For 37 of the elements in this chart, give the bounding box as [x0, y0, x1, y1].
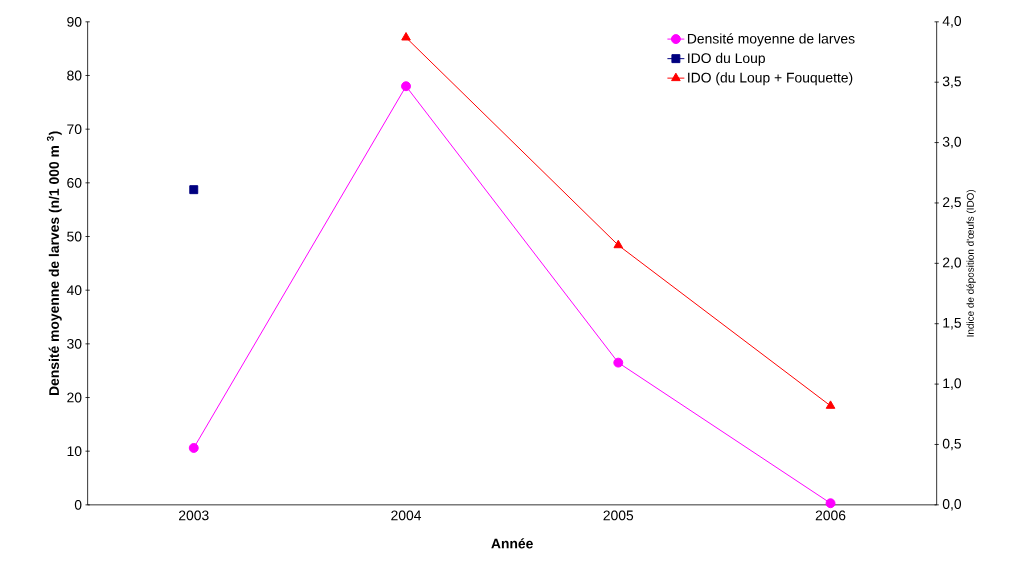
y-tick-label: 10 [67, 446, 82, 456]
point [401, 31, 411, 41]
y-tick-label: 50 [67, 231, 82, 242]
y-tick-label: 40 [66, 285, 82, 295]
y-tick-label: 60 [67, 177, 82, 188]
x-tick-label: 2005 [603, 510, 634, 521]
legend-label: Densité moyenne de larves [687, 33, 855, 47]
point [613, 239, 624, 249]
point [613, 357, 624, 368]
y2-tick-label: 2,0 [942, 257, 962, 269]
x-tick-label: 2004 [391, 510, 422, 521]
x-axis-title: Année [491, 538, 533, 549]
point [401, 81, 411, 92]
point [189, 185, 199, 195]
x-tick-label: 2006 [815, 510, 846, 521]
y2-tick-label: 1,5 [943, 317, 962, 330]
legend-label: IDO (du Loup + Fouquette) [688, 72, 853, 86]
y2-tick-label: 0,0 [942, 498, 962, 511]
y2-tick-label: 3,0 [942, 136, 962, 149]
y-tick-label: 0 [74, 499, 82, 510]
y-tick-label: 80 [67, 70, 82, 81]
point [188, 442, 199, 453]
point [825, 498, 836, 509]
y-tick-label: 90 [67, 16, 82, 27]
y2-tick-label: 0,5 [942, 438, 962, 451]
y2-tick-label: 4,0 [942, 15, 962, 28]
y-tick-label: 20 [67, 392, 82, 403]
legend-label: IDO du Loup [688, 52, 765, 66]
point [825, 400, 836, 409]
y2-axis-title: Indice de déposition d'œufs (IDO) [966, 189, 976, 337]
y2-tick-label: 3,5 [942, 76, 962, 88]
y-tick-label: 30 [67, 338, 82, 349]
y-axis-title: Densité moyenne de larves (n/1 000 m $^{3}$) [46, 131, 62, 395]
y-tick-label: 70 [67, 124, 82, 134]
y2-tick-label: 1,0 [943, 378, 962, 390]
x-tick-label: 2003 [179, 510, 209, 521]
y2-tick-label: 2,5 [942, 197, 962, 209]
